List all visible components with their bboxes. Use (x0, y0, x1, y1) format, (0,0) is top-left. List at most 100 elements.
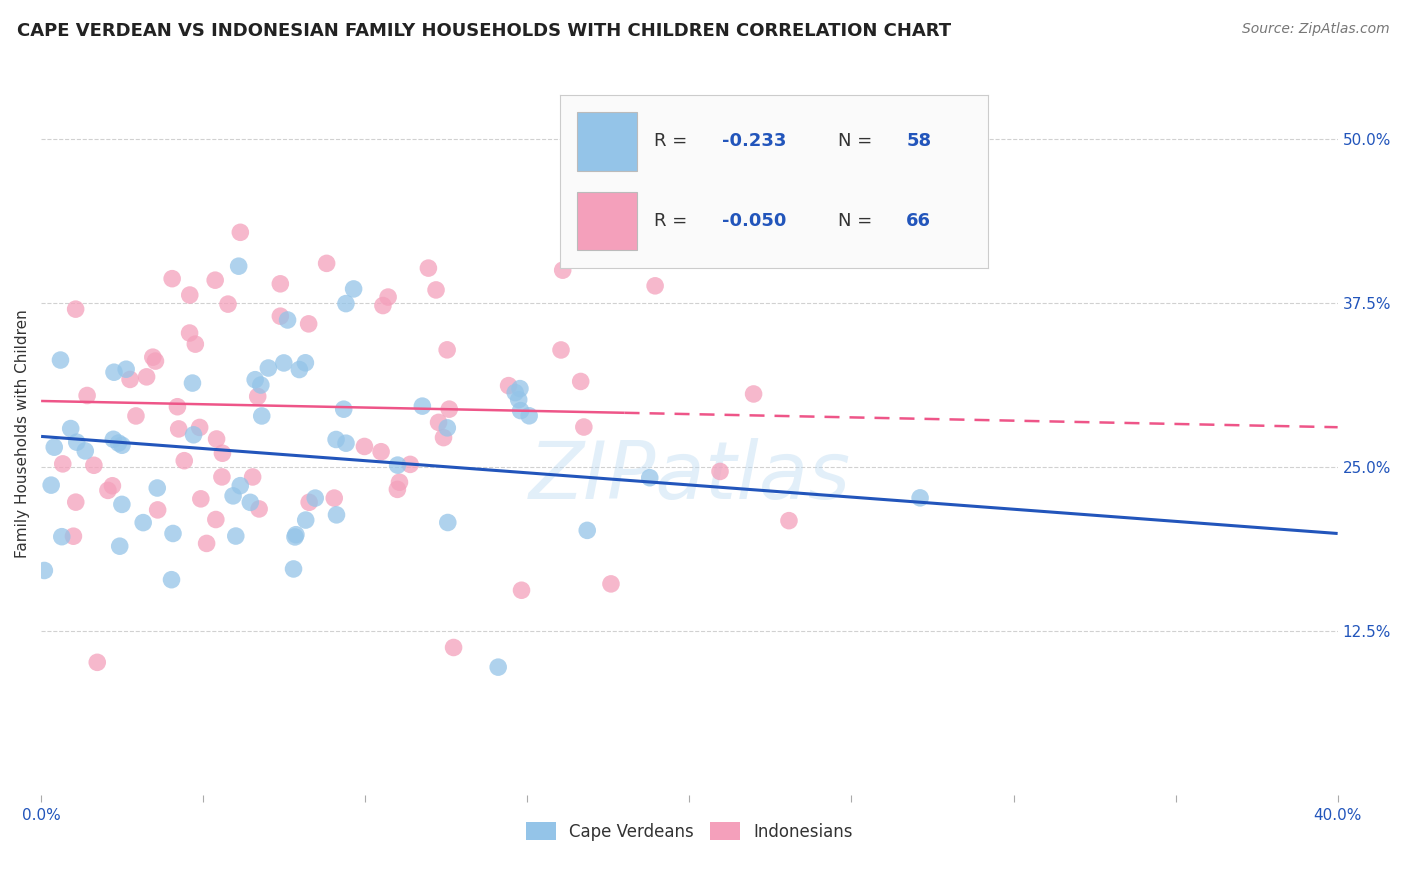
Point (103, 365, 125, 379)
Point (83, 458, 105, 473)
Point (132, 516, 155, 530)
Point (75, 444, 97, 458)
Point (508, 392, 530, 407)
Point (250, 409, 273, 423)
Point (246, 389, 269, 403)
Point (284, 527, 307, 541)
Point (228, 259, 250, 273)
Point (243, 373, 266, 387)
Point (222, 489, 245, 503)
Legend: Cape Verdeans, Indonesians: Cape Verdeans, Indonesians (519, 815, 860, 847)
Point (709, 465, 731, 479)
Point (294, 356, 316, 370)
Point (59, 421, 82, 435)
Point (427, 416, 450, 430)
Point (225, 529, 247, 543)
Y-axis label: Family Households with Children: Family Households with Children (15, 310, 30, 558)
Point (517, 409, 540, 423)
Point (250, 378, 273, 392)
Text: ZIPatlas: ZIPatlas (529, 438, 851, 516)
Point (277, 313, 299, 327)
Point (742, 387, 765, 401)
Point (576, 524, 599, 538)
Point (509, 403, 531, 417)
Point (443, 640, 465, 655)
Point (115, 362, 138, 376)
Point (283, 562, 305, 576)
Point (377, 290, 399, 304)
Point (269, 277, 291, 291)
Point (107, 436, 129, 450)
Point (66, 435, 89, 450)
Point (103, 432, 125, 446)
Point (509, 382, 531, 396)
Point (572, 420, 595, 434)
Point (551, 263, 574, 277)
Point (436, 343, 458, 357)
Point (125, 409, 148, 423)
Point (62, 529, 84, 543)
Point (108, 539, 131, 553)
Point (388, 475, 411, 490)
Point (569, 375, 592, 389)
Point (247, 502, 270, 516)
Point (638, 471, 661, 485)
Text: CAPE VERDEAN VS INDONESIAN FAMILY HOUSEHOLDS WITH CHILDREN CORRELATION CHART: CAPE VERDEAN VS INDONESIAN FAMILY HOUSEH… (17, 22, 950, 40)
Point (425, 283, 447, 297)
Point (217, 297, 239, 311)
Point (486, 660, 509, 674)
Point (111, 497, 134, 511)
Point (97, 483, 120, 498)
Point (86, 656, 108, 670)
Point (120, 372, 142, 386)
Point (211, 446, 233, 460)
Point (173, 453, 195, 467)
Point (162, 526, 184, 541)
Point (52, 457, 75, 471)
Point (550, 343, 572, 357)
Point (239, 495, 262, 509)
Point (387, 458, 409, 472)
Point (908, 491, 931, 505)
Point (101, 479, 124, 493)
Point (34, 564, 56, 578)
Point (600, 577, 623, 591)
Point (387, 483, 409, 497)
Point (205, 432, 228, 446)
Point (111, 438, 134, 452)
Point (257, 361, 280, 376)
Point (325, 433, 347, 447)
Point (166, 400, 188, 414)
Point (353, 440, 375, 454)
Point (342, 282, 364, 296)
Point (371, 299, 394, 313)
Point (298, 317, 321, 331)
Point (436, 421, 458, 435)
Point (498, 378, 520, 392)
Text: Source: ZipAtlas.com: Source: ZipAtlas.com (1241, 22, 1389, 37)
Point (284, 530, 307, 544)
Point (211, 470, 233, 484)
Point (145, 354, 167, 368)
Point (332, 402, 354, 417)
Point (39, 478, 62, 492)
Point (229, 225, 252, 239)
Point (65, 495, 87, 509)
Point (179, 326, 201, 340)
Point (304, 491, 326, 505)
Point (179, 288, 201, 302)
Point (76, 388, 98, 402)
Point (503, 385, 526, 400)
Point (315, 256, 337, 270)
Point (323, 491, 346, 505)
Point (242, 470, 264, 484)
Point (436, 516, 458, 530)
Point (439, 402, 461, 417)
Point (411, 399, 433, 413)
Point (183, 427, 205, 442)
Point (298, 495, 321, 509)
Point (335, 436, 357, 450)
Point (49, 353, 72, 368)
Point (160, 271, 183, 285)
Point (181, 376, 204, 390)
